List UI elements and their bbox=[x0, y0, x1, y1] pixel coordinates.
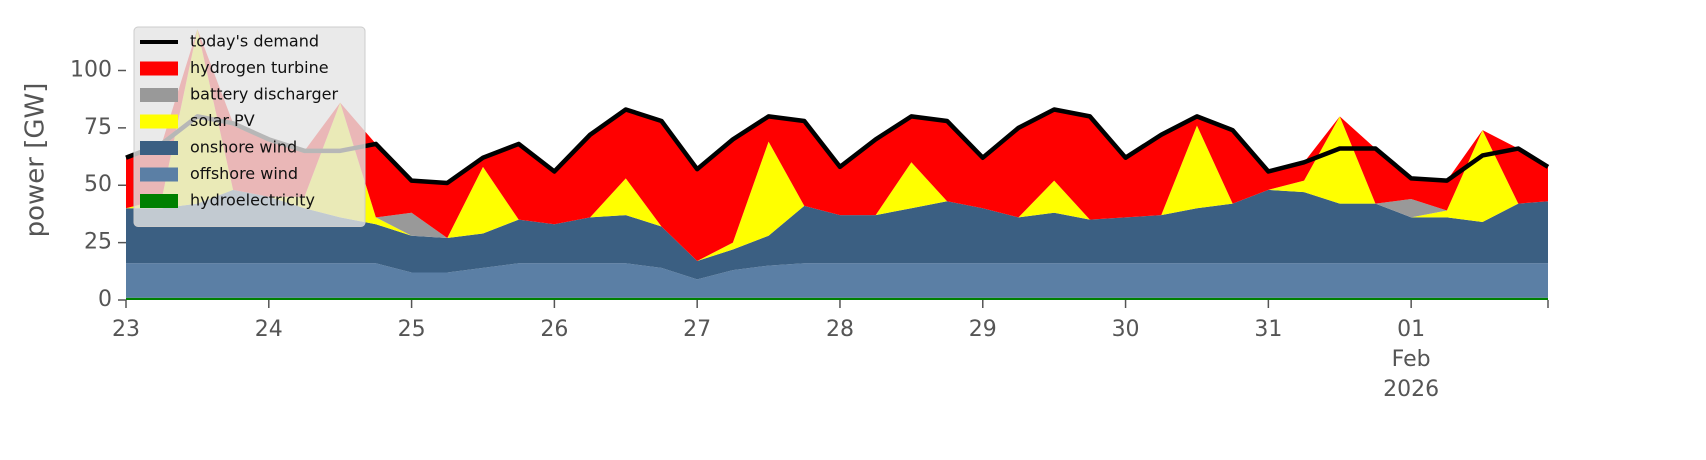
y-axis-label: power [GW] bbox=[21, 83, 51, 238]
legend-swatch bbox=[140, 88, 178, 102]
area bbox=[126, 29, 1548, 261]
x-tick-label: 28 bbox=[826, 317, 854, 342]
x-tick-label: 25 bbox=[398, 317, 426, 342]
legend-swatch bbox=[140, 114, 178, 129]
area bbox=[126, 189, 1548, 280]
x-tick-month: Feb bbox=[1392, 347, 1431, 372]
y-tick-label: 25 bbox=[84, 230, 112, 255]
legend-label: solar PV bbox=[190, 111, 255, 130]
legend-box bbox=[133, 26, 366, 227]
x-tick-label: 01 bbox=[1397, 317, 1425, 342]
x-tick-label: 31 bbox=[1254, 317, 1282, 342]
x-tick-label: 27 bbox=[683, 317, 711, 342]
x-tick-label: 29 bbox=[969, 317, 997, 342]
y-tick-label: 100 bbox=[70, 57, 112, 82]
legend-swatch bbox=[140, 167, 178, 182]
x-tick-label: 23 bbox=[112, 317, 140, 342]
y-tick-label: 75 bbox=[84, 115, 112, 140]
x-tick-label: 24 bbox=[255, 317, 283, 342]
legend-swatch bbox=[140, 61, 178, 76]
x-tick-year: 2026 bbox=[1383, 377, 1439, 402]
area bbox=[126, 297, 1548, 300]
legend-label: offshore wind bbox=[190, 164, 298, 183]
x-tick-label: 30 bbox=[1112, 317, 1140, 342]
legend-label: battery discharger bbox=[190, 85, 338, 104]
legend-swatch bbox=[140, 194, 178, 208]
legend-swatch bbox=[140, 141, 178, 155]
legend-label: hydroelectricity bbox=[190, 191, 315, 210]
legend-label: onshore wind bbox=[190, 138, 297, 157]
legend-label: hydrogen turbine bbox=[190, 58, 329, 77]
legend-label: today's demand bbox=[190, 32, 319, 51]
y-tick-label: 0 bbox=[98, 287, 112, 312]
area bbox=[126, 263, 1548, 298]
x-tick-label: 26 bbox=[540, 317, 568, 342]
legend: today's demand hydrogen turbine battery di… bbox=[133, 26, 366, 227]
y-tick-label: 50 bbox=[84, 172, 112, 197]
